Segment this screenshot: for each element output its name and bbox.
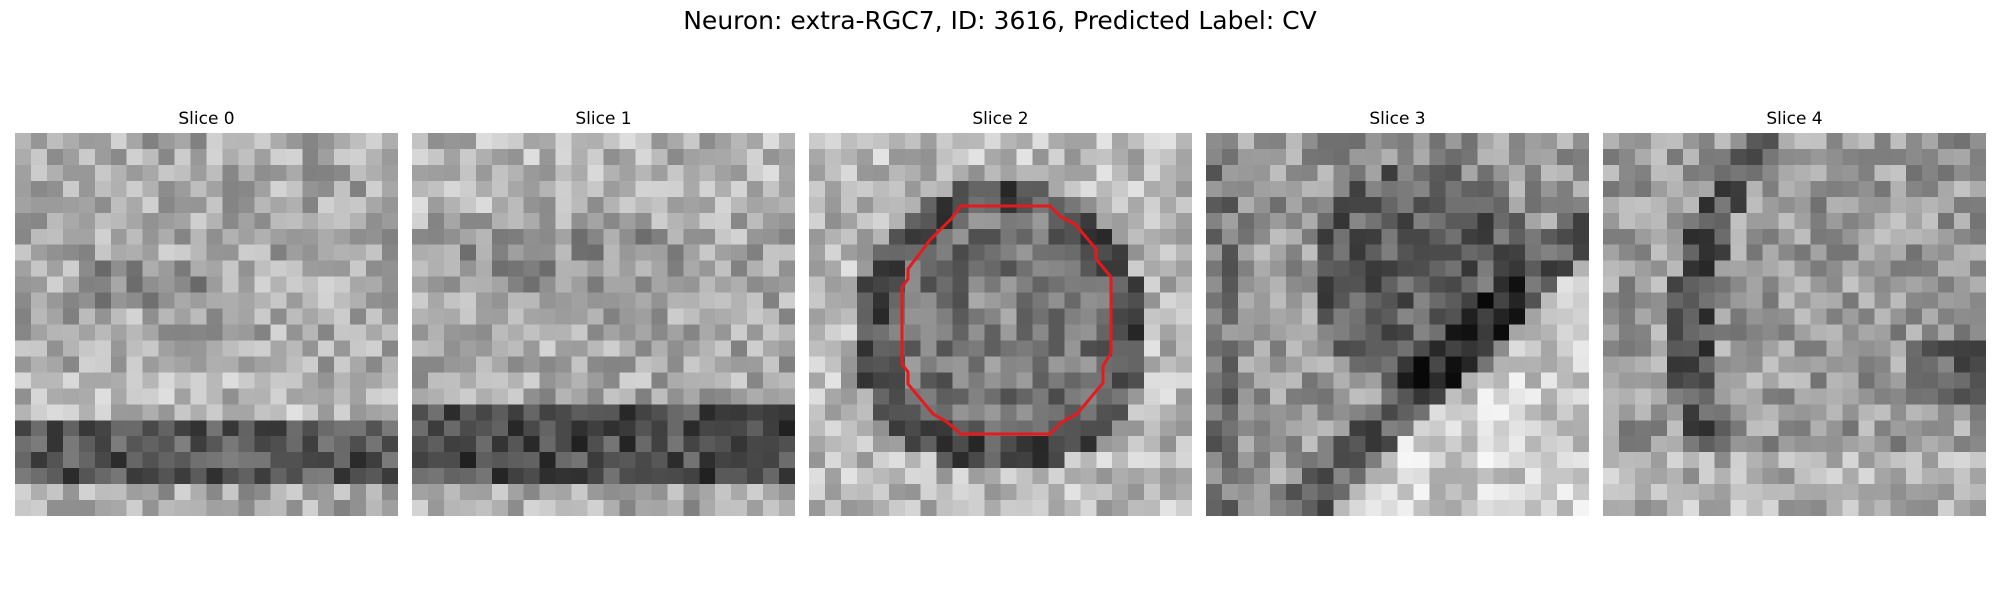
slice-panel-2: Slice 2 xyxy=(809,109,1192,516)
slice-title-4: Slice 4 xyxy=(1766,109,1823,129)
slice-image-1 xyxy=(412,133,795,516)
slice-panel-0: Slice 0 xyxy=(15,109,398,516)
slice-image-2 xyxy=(809,133,1192,516)
slice-panel-3: Slice 3 xyxy=(1206,109,1589,516)
slice-panel-1: Slice 1 xyxy=(412,109,795,516)
slice-title-2: Slice 2 xyxy=(972,109,1029,129)
slice-title-1: Slice 1 xyxy=(575,109,632,129)
slice-panel-4: Slice 4 xyxy=(1603,109,1986,516)
slice-image-3 xyxy=(1206,133,1589,516)
slice-image-4 xyxy=(1603,133,1986,516)
slice-title-3: Slice 3 xyxy=(1369,109,1426,129)
slice-image-0 xyxy=(15,133,398,516)
slice-title-0: Slice 0 xyxy=(178,109,235,129)
figure-title: Neuron: extra-RGC7, ID: 3616, Predicted … xyxy=(683,6,1317,35)
